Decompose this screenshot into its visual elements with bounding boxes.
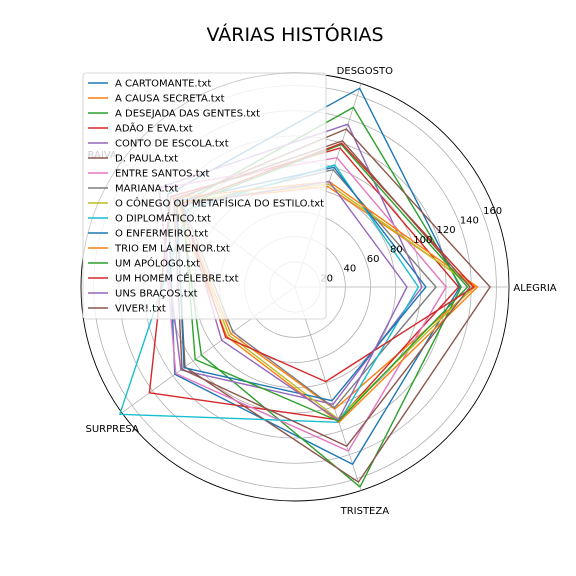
axis-spoke bbox=[294, 286, 362, 491]
r-tick-label: 100 bbox=[413, 235, 432, 246]
legend-label: ENTRE SANTOS.txt bbox=[115, 169, 210, 180]
axis-label: DESGOSTO bbox=[337, 66, 393, 77]
r-tick-label: 60 bbox=[367, 254, 380, 265]
legend-label: TRIO EM LÁ MENOR.txt bbox=[114, 242, 230, 255]
legend-label: O CÔNEGO OU METAFÍSICA DO ESTILO.txt bbox=[115, 197, 324, 210]
legend-label: A DESEJADA DAS GENTES.txt bbox=[115, 109, 260, 120]
r-tick-label: 80 bbox=[390, 244, 403, 255]
r-tick-label: 160 bbox=[483, 206, 502, 217]
legend-label: A CAUSA SECRETA.txt bbox=[115, 94, 225, 105]
r-tick-label: 20 bbox=[320, 273, 333, 284]
legend-label: A CARTOMANTE.txt bbox=[115, 79, 211, 90]
axis-label: ALEGRIA bbox=[513, 283, 556, 294]
axis-label: SURPRESA bbox=[86, 424, 139, 435]
legend-box bbox=[82, 72, 327, 320]
legend-label: O ENFERMEIRO.txt bbox=[115, 229, 208, 240]
legend-label: UM HOMEM CÉLEBRE.txt bbox=[115, 272, 239, 285]
legend-label: CONTO DE ESCOLA.txt bbox=[115, 139, 229, 150]
legend-label: O DIPLOMÁTICO.txt bbox=[115, 212, 211, 225]
legend-label: ADÃO E EVA.txt bbox=[115, 122, 193, 135]
chart-title: VÁRIAS HISTÓRIAS bbox=[206, 22, 383, 46]
legend-label: VIVER!.txt bbox=[115, 304, 166, 315]
legend: A CARTOMANTE.txt A CAUSA SECRETA.txt A DES… bbox=[82, 72, 327, 320]
legend-label: UM APÓLOGO.txt bbox=[115, 257, 200, 270]
r-tick-label: 140 bbox=[460, 216, 479, 227]
legend-label: MARIANA.txt bbox=[115, 184, 178, 195]
legend-label: D. PAULA.txt bbox=[115, 154, 178, 165]
legend-label: UNS BRAÇOS.txt bbox=[115, 289, 198, 300]
axis-label: TRISTEZA bbox=[340, 506, 390, 517]
r-tick-label: 40 bbox=[344, 264, 357, 275]
r-tick-label: 120 bbox=[437, 225, 456, 236]
